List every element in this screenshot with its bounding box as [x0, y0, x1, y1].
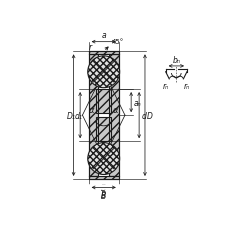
Polygon shape [88, 176, 118, 179]
Text: aₙ: aₙ [133, 98, 141, 107]
Polygon shape [88, 55, 98, 176]
Polygon shape [109, 55, 118, 176]
Text: d: d [141, 111, 146, 120]
Circle shape [87, 143, 119, 175]
Text: rₙ: rₙ [162, 81, 168, 90]
Polygon shape [88, 52, 118, 55]
Circle shape [87, 57, 119, 88]
Circle shape [87, 143, 119, 175]
Text: B: B [101, 191, 106, 200]
Text: a: a [101, 31, 106, 40]
Text: B: B [101, 190, 106, 199]
Text: $\alpha$: $\alpha$ [87, 106, 95, 115]
Text: bₙ: bₙ [172, 56, 180, 65]
Text: $\alpha$: $\alpha$ [112, 106, 119, 115]
Bar [98, 55, 109, 176]
Polygon shape [96, 118, 111, 142]
Text: D₁: D₁ [67, 111, 76, 120]
Circle shape [87, 57, 119, 88]
Text: r: r [92, 102, 95, 111]
Text: rₙ: rₙ [183, 81, 189, 90]
Text: 45°: 45° [111, 38, 123, 44]
Polygon shape [96, 90, 111, 114]
Text: d₁: d₁ [74, 111, 82, 120]
Text: r: r [89, 43, 92, 52]
Text: D: D [147, 111, 153, 120]
Text: B: B [101, 183, 106, 192]
